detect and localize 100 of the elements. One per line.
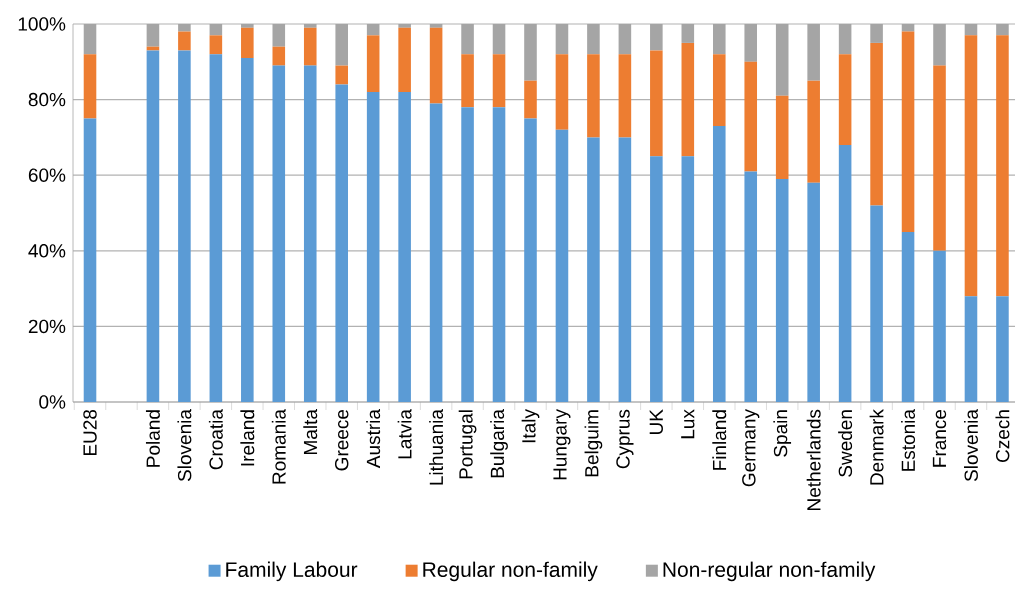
x-tick-label: Estonia	[901, 409, 916, 471]
bar	[555, 54, 569, 130]
bar	[366, 24, 380, 36]
bar	[744, 24, 758, 62]
bar	[964, 35, 978, 297]
bar	[964, 24, 978, 36]
bar	[650, 50, 663, 157]
bar	[681, 24, 695, 43]
bar	[429, 103, 443, 402]
x-tick-label: France	[932, 409, 947, 467]
bar	[744, 171, 758, 402]
bar	[933, 24, 946, 66]
x-tick-label: Slovenia	[177, 409, 192, 482]
bar	[933, 250, 946, 402]
x-tick-label: Bulgaria	[490, 409, 508, 478]
bar	[838, 144, 852, 402]
bar	[272, 46, 286, 66]
y-tick-label: 20%	[28, 319, 66, 334]
bar	[492, 24, 506, 55]
bar	[146, 24, 160, 47]
bar	[146, 50, 160, 402]
bar	[492, 54, 506, 108]
bar	[996, 24, 1009, 36]
legend-label: Family Labour	[226, 561, 358, 582]
bar	[870, 205, 883, 402]
bar	[524, 118, 537, 402]
bar	[398, 92, 411, 402]
y-tick-label: 0%	[39, 395, 66, 409]
bar	[712, 54, 726, 127]
bar	[335, 84, 349, 402]
bar	[524, 80, 537, 119]
x-tick-label: Malta	[303, 409, 318, 454]
x-tick-label: Lux	[681, 409, 695, 439]
x-tick-label: UK	[649, 409, 663, 434]
x-tick-label: Slovenia	[964, 409, 978, 482]
y-tick-label: 60%	[28, 168, 66, 182]
bar	[964, 296, 978, 402]
bar	[209, 24, 223, 36]
x-tick-label: Germany	[742, 409, 760, 487]
bar	[618, 137, 632, 402]
x-tick-label: Latvia	[397, 409, 412, 459]
bar	[366, 92, 380, 402]
x-tick-label: Spain	[773, 410, 792, 457]
x-tick-label: Italy	[521, 409, 540, 443]
bar	[398, 24, 411, 28]
x-tick-label: Netherlands	[806, 409, 821, 510]
x-tick-label: Czech	[995, 410, 1010, 462]
bar	[618, 54, 632, 138]
legend-label: Non-regular non-family	[663, 561, 876, 582]
bar	[587, 24, 600, 55]
bar	[996, 35, 1009, 297]
bar	[681, 156, 695, 402]
bar	[587, 54, 600, 138]
bar	[335, 65, 349, 85]
bar	[838, 54, 852, 145]
bar	[838, 24, 852, 55]
bar	[901, 231, 915, 402]
x-tick-label: Romania	[271, 409, 286, 484]
bar	[492, 107, 506, 402]
bar	[272, 24, 286, 47]
bar	[429, 27, 443, 104]
bar	[901, 24, 915, 32]
x-tick-label: Greece	[334, 409, 349, 471]
bar	[83, 24, 97, 55]
x-tick-label: Portugal	[458, 410, 477, 479]
bar	[618, 24, 632, 55]
bar	[461, 54, 474, 108]
bar	[870, 24, 883, 43]
bar	[744, 61, 758, 172]
bar	[650, 156, 663, 402]
y-tick-label: 80%	[28, 92, 66, 107]
bar	[681, 42, 695, 157]
bar	[303, 27, 317, 66]
bar	[461, 24, 474, 55]
x-tick-label: Lithuania	[429, 409, 444, 485]
x-tick-label: EU28	[83, 409, 97, 456]
x-tick-label: Cyprus	[616, 409, 634, 469]
x-tick-label: Austria	[366, 409, 381, 469]
bar	[870, 42, 883, 206]
bar	[366, 35, 380, 93]
x-tick-label: Hungary	[553, 409, 571, 480]
bar	[996, 296, 1009, 402]
bar	[241, 27, 254, 59]
x-tick-label: Finland	[712, 410, 727, 470]
x-tick-label: Belguim	[584, 410, 603, 477]
y-tick-label: 100%	[18, 17, 66, 31]
bar	[933, 65, 946, 251]
bar	[807, 182, 820, 402]
bar	[83, 118, 97, 402]
bar	[241, 24, 254, 28]
bar	[209, 54, 223, 402]
x-tick-label: Denmark	[869, 409, 884, 485]
x-tick-label: Croatia	[208, 409, 223, 470]
bar	[178, 31, 191, 51]
legend-label: Regular non-family	[423, 561, 598, 582]
bar	[429, 24, 443, 28]
bar	[335, 24, 349, 66]
x-tick-label: Poland	[145, 410, 160, 467]
bar	[178, 24, 191, 32]
bar	[901, 31, 915, 232]
